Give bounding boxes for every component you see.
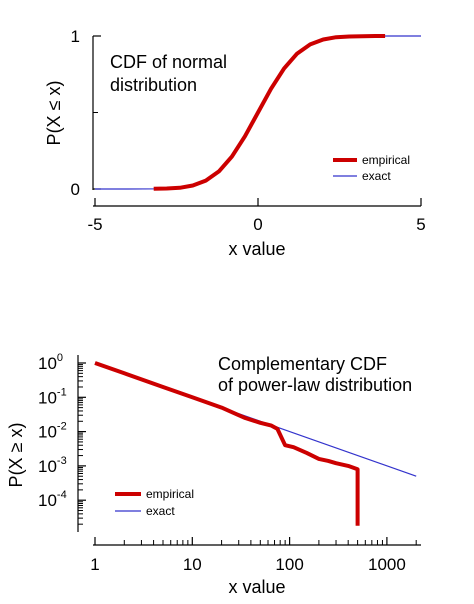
panel-powerlaw-ccdf: 1 10 100 1000 100 10-1 10-2 10-3 10-4 Complement…: [6, 352, 421, 597]
panel1-x-tick-label: 5: [416, 215, 425, 234]
panel1-y-tick-label: 1: [71, 27, 80, 46]
panel1-ticks: -5 0 5 0 1: [71, 27, 426, 234]
panel2-x-tick-label: 100: [275, 555, 303, 574]
panel2-y-tick-label: 10-2: [38, 421, 67, 442]
panel2-y-tick-label: 10-3: [38, 455, 67, 476]
panel2-y-tick-label: 10-1: [38, 386, 67, 407]
panel1-x-label: x value: [228, 239, 285, 259]
panel2-legend-empirical-label: empirical: [146, 487, 194, 501]
panel-normal-cdf: -5 0 5 0 1 CDF of normal distribution x valu…: [44, 27, 426, 259]
panel1-y-label: P(X ≤ x): [44, 81, 64, 146]
panel2-legend: empirical exact: [115, 487, 194, 518]
panel2-x-label: x value: [228, 577, 285, 597]
panel2-series-empirical-line: [94, 361, 360, 526]
panel2-annotation-line1: Complementary CDF: [218, 354, 387, 374]
panel2-x-tick-label: 1: [90, 555, 99, 574]
panel2-y-tick-label: 10-4: [38, 489, 67, 510]
panel2-legend-exact-label: exact: [146, 504, 175, 518]
panel2-y-label: P(X ≥ x): [6, 423, 26, 488]
panel1-legend-exact-label: exact: [362, 169, 391, 183]
panel1-annotation-line2: distribution: [110, 75, 197, 95]
panel2-x-tick-label: 10: [183, 555, 202, 574]
panel2-y-tick-label: 100: [38, 352, 63, 373]
panel1-legend: empirical exact: [333, 153, 410, 183]
panel1-legend-empirical-label: empirical: [362, 153, 410, 167]
panel1-x-tick-label: -5: [87, 215, 102, 234]
panel1-y-tick-label: 0: [71, 180, 80, 199]
panel1-x-tick-label: 0: [253, 215, 262, 234]
panel2-annotation-line2: of power-law distribution: [218, 375, 412, 395]
panel2-x-tick-label: 1000: [368, 555, 406, 574]
panel1-series-empirical-line: [153, 34, 386, 191]
panel1-annotation-line1: CDF of normal: [110, 52, 227, 72]
panel2-ticks: 1 10 100 1000 100 10-1 10-2 10-3 10-4: [38, 352, 417, 574]
